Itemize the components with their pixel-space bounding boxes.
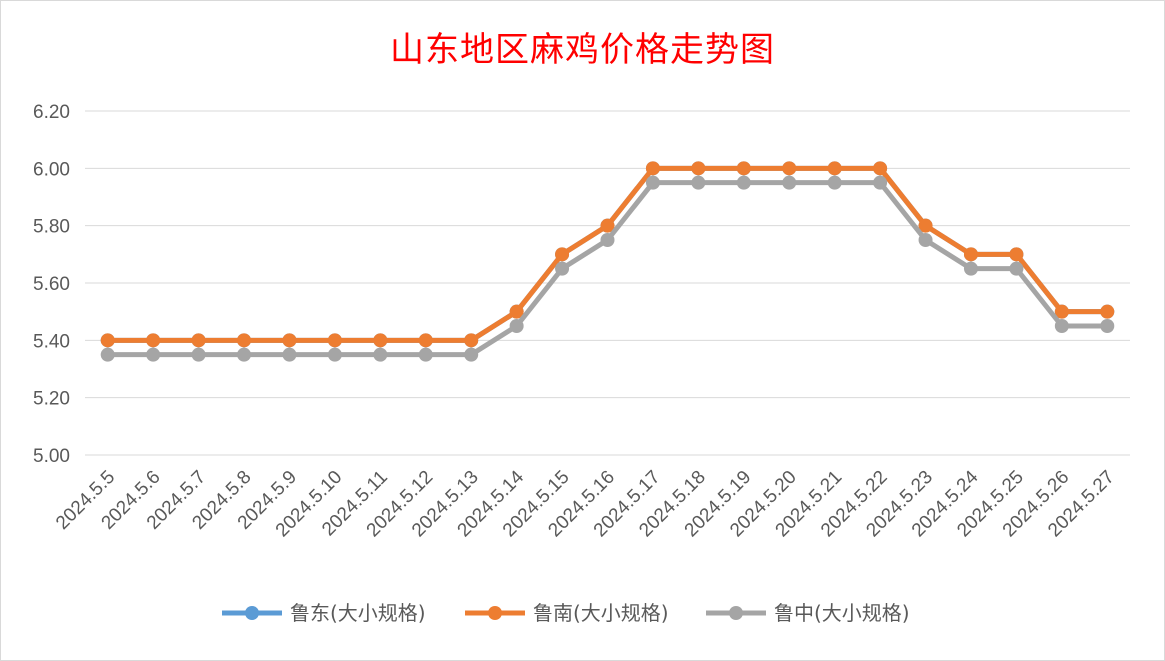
data-point xyxy=(191,347,206,362)
data-point xyxy=(1009,247,1024,262)
legend-marker xyxy=(729,606,743,620)
data-point xyxy=(509,304,524,319)
series-line xyxy=(107,165,1108,343)
data-point xyxy=(873,175,888,190)
data-point xyxy=(555,247,570,262)
series-1 xyxy=(100,161,1115,348)
x-axis-ticks: 2024.5.52024.5.62024.5.72024.5.82024.5.9… xyxy=(52,466,1119,541)
data-point xyxy=(327,333,342,348)
data-point xyxy=(736,161,751,176)
legend-marker xyxy=(245,606,259,620)
legend-marker xyxy=(488,606,502,620)
data-point xyxy=(645,161,660,176)
data-point xyxy=(600,218,615,233)
data-point xyxy=(918,218,933,233)
data-point xyxy=(691,161,706,176)
chart-title: 山东地区麻鸡价格走势图 xyxy=(390,30,775,70)
data-point xyxy=(327,347,342,362)
legend-label: 鲁南(大小规格) xyxy=(533,601,669,625)
data-point xyxy=(418,347,433,362)
data-point xyxy=(237,333,252,348)
y-tick-label: 5.80 xyxy=(33,217,70,238)
series-2 xyxy=(100,175,1115,362)
data-point xyxy=(1009,261,1024,276)
data-point xyxy=(418,333,433,348)
data-point xyxy=(282,347,297,362)
data-point xyxy=(782,175,797,190)
y-tick-label: 5.00 xyxy=(33,446,70,467)
data-point xyxy=(146,333,161,348)
data-point xyxy=(555,261,570,276)
legend-item: 鲁中(大小规格) xyxy=(706,601,910,625)
legend: 鲁东(大小规格) 鲁南(大小规格) 鲁中(大小规格) xyxy=(222,601,910,625)
legend-item: 鲁南(大小规格) xyxy=(465,601,669,625)
y-tick-label: 6.20 xyxy=(33,102,70,123)
data-point xyxy=(464,347,479,362)
data-point xyxy=(963,247,978,262)
legend-item: 鲁东(大小规格) xyxy=(222,601,426,625)
legend-label: 鲁东(大小规格) xyxy=(290,601,426,625)
data-point xyxy=(100,333,115,348)
data-point xyxy=(736,175,751,190)
y-tick-label: 6.00 xyxy=(33,159,70,180)
y-tick-label: 5.60 xyxy=(33,274,70,295)
data-point xyxy=(1054,304,1069,319)
series-0 xyxy=(100,161,1115,348)
series-lines xyxy=(100,161,1115,362)
gridlines xyxy=(85,110,1130,456)
y-axis-ticks: 5.00 5.20 5.40 5.60 5.80 6.00 6.20 xyxy=(33,102,70,467)
data-point xyxy=(645,175,660,190)
data-point xyxy=(237,347,252,362)
data-point xyxy=(1100,304,1115,319)
series-line xyxy=(107,180,1108,358)
legend-label: 鲁中(大小规格) xyxy=(774,601,910,625)
data-point xyxy=(827,161,842,176)
data-point xyxy=(1100,319,1115,333)
data-point xyxy=(963,261,978,276)
data-point xyxy=(146,347,161,362)
data-point xyxy=(191,333,206,348)
data-point xyxy=(873,161,888,176)
data-point xyxy=(1054,319,1069,333)
data-point xyxy=(373,347,388,362)
data-point xyxy=(100,347,115,362)
data-point xyxy=(373,333,388,348)
data-point xyxy=(509,319,524,333)
data-point xyxy=(282,333,297,348)
data-point xyxy=(600,233,615,247)
data-point xyxy=(691,175,706,190)
y-tick-label: 5.20 xyxy=(33,389,70,410)
data-point xyxy=(827,175,842,190)
series-line xyxy=(107,165,1108,343)
y-tick-label: 5.40 xyxy=(33,331,70,352)
data-point xyxy=(464,333,479,348)
data-point xyxy=(918,233,933,247)
data-point xyxy=(782,161,797,176)
